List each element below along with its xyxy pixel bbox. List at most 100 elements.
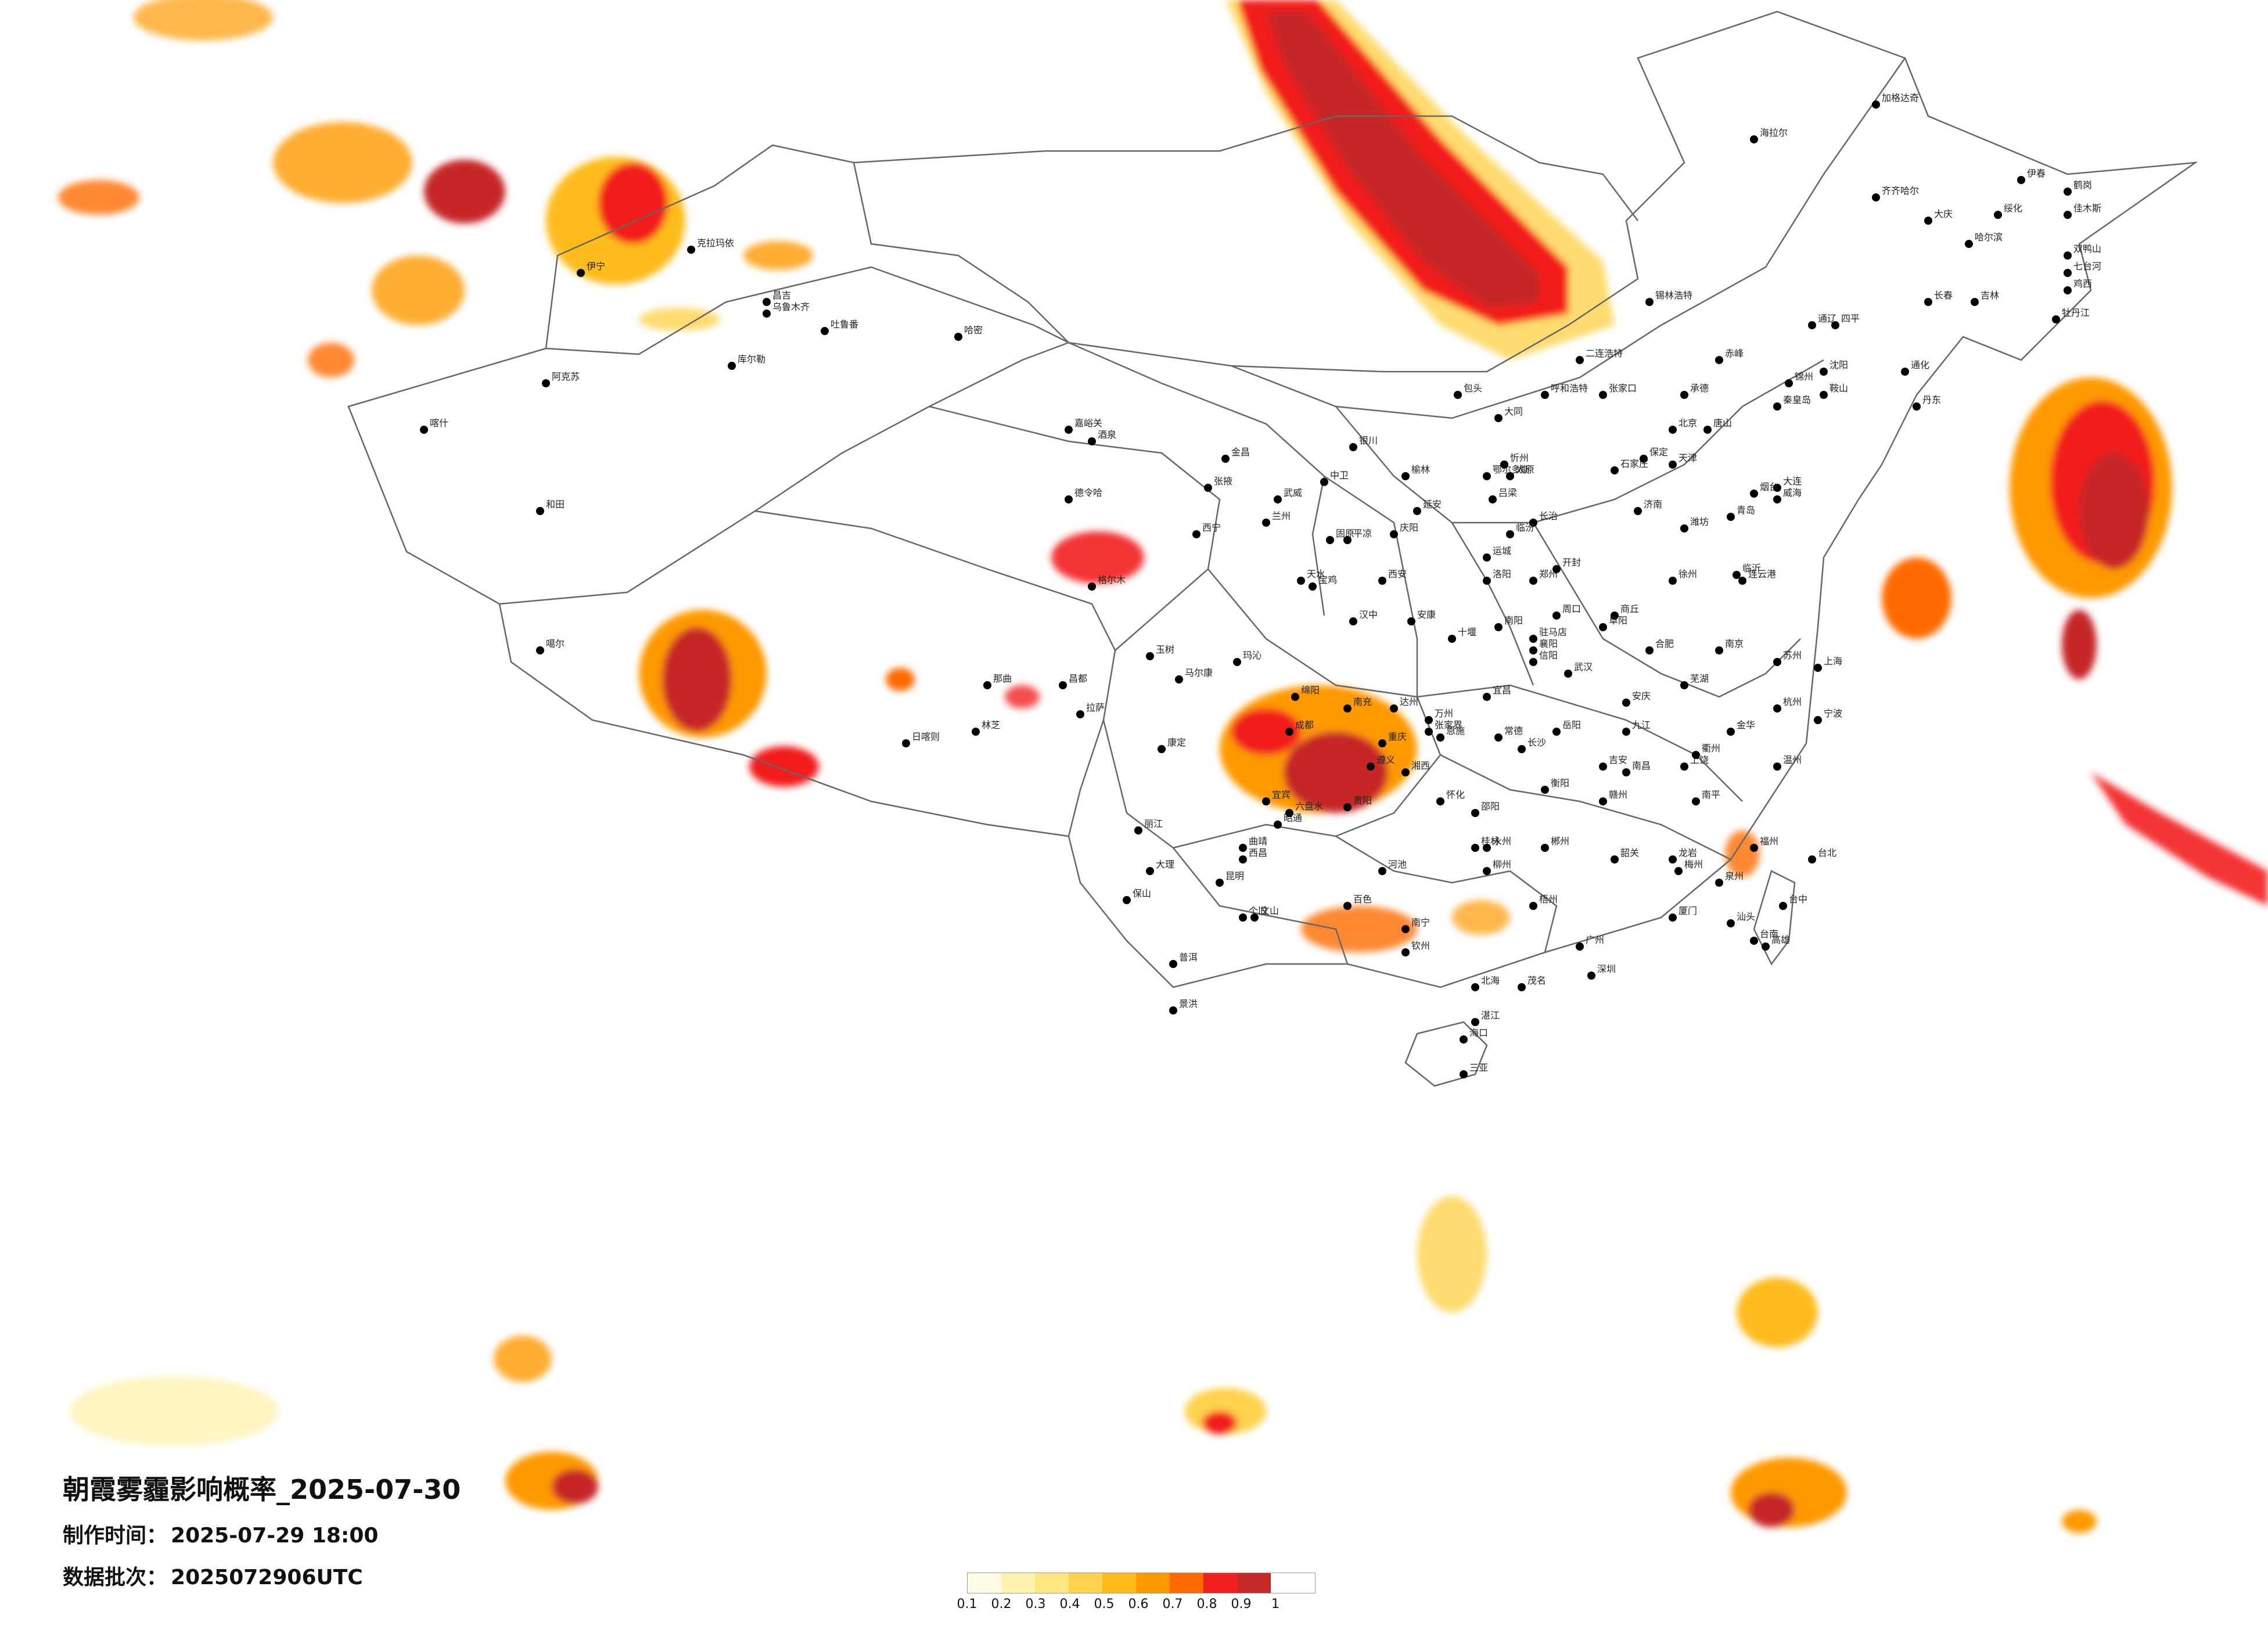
tibet-border (754, 510, 1116, 837)
city-dot (1494, 733, 1503, 742)
legend-tick: 0.7 (1162, 1597, 1183, 1611)
city-dot (728, 362, 736, 370)
prob-kaz-1 (273, 122, 412, 203)
city-label: 三亚 (1469, 1062, 1488, 1073)
city-marker: 鞍山 (1820, 383, 1848, 399)
prob-xj-3 (308, 343, 354, 377)
city-marker: 台南 (1750, 929, 1778, 945)
city-label: 郑州 (1539, 569, 1558, 580)
city-label: 张家界 (1435, 720, 1462, 731)
city-marker: 酒泉 (1088, 429, 1116, 445)
city-marker: 库尔勒 (728, 354, 765, 370)
city-marker: 大理 (1146, 859, 1174, 875)
city-label: 郴州 (1551, 836, 1569, 847)
city-label: 台北 (1818, 847, 1836, 858)
city-dot (1924, 298, 1932, 306)
city-label: 深圳 (1597, 963, 1616, 974)
city-label: 长沙 (1527, 737, 1546, 748)
city-marker: 万州 (1425, 708, 1453, 724)
city-marker: 宜昌 (1483, 685, 1511, 701)
city-label: 保山 (1133, 888, 1151, 899)
city-marker: 阿克苏 (542, 371, 580, 387)
city-marker: 伊春 (2017, 168, 2046, 184)
city-label: 阜阳 (1609, 615, 1627, 626)
city-label: 普洱 (1179, 952, 1198, 963)
city-label: 大理 (1156, 859, 1174, 870)
city-dot (420, 426, 428, 434)
city-marker: 齐齐哈尔 (1872, 185, 1919, 202)
city-label: 固原 (1336, 528, 1354, 539)
legend: 0.1 0.2 0.3 0.4 0.5 0.6 0.7 0.8 0.9 1 (957, 1573, 1315, 1614)
city-marker: 威海 (1773, 487, 1802, 503)
city-label: 日喀则 (912, 731, 940, 742)
city-dot (1715, 646, 1723, 654)
city-label: 长春 (1934, 290, 1953, 301)
city-label: 马尔康 (1185, 667, 1213, 678)
city-dot (1076, 710, 1084, 718)
city-marker: 邵阳 (1471, 801, 1500, 817)
city-label: 高雄 (1771, 934, 1790, 945)
city-marker: 昆明 (1216, 870, 1244, 887)
city-label: 嘉峪关 (1074, 418, 1102, 429)
city-label: 和田 (546, 499, 565, 510)
city-marker: 贵阳 (1343, 795, 1372, 811)
prob-tibet-4 (886, 668, 915, 691)
city-dot (1088, 582, 1096, 591)
sichuan-border (1102, 569, 1442, 849)
city-dot (1529, 635, 1537, 643)
city-dot (1221, 455, 1230, 463)
city-marker: 张掖 (1204, 476, 1232, 492)
city-marker: 厦门 (1669, 905, 1697, 922)
city-marker: 忻州 (1500, 452, 1529, 469)
city-marker: 苏州 (1773, 650, 1802, 666)
prob-ss-4 (1202, 1411, 1237, 1434)
city-dot (1390, 530, 1398, 538)
city-marker: 十堰 (1448, 627, 1476, 643)
city-label: 百色 (1353, 894, 1372, 905)
city-marker: 安庆 (1622, 690, 1651, 707)
city-dot (1065, 426, 1073, 434)
legend-tick: 0.9 (1231, 1597, 1252, 1611)
city-label: 赣州 (1609, 789, 1627, 800)
city-label: 武威 (1284, 487, 1302, 498)
city-marker: 大连 (1773, 476, 1802, 492)
city-dot (763, 298, 771, 306)
city-marker: 那曲 (983, 673, 1012, 689)
legend-ticks: 0.1 0.2 0.3 0.4 0.5 0.6 0.7 0.8 0.9 1 (957, 1593, 1315, 1614)
city-marker: 延安 (1413, 499, 1442, 515)
city-dot (1483, 553, 1491, 562)
city-label: 台南 (1760, 929, 1778, 940)
city-dot (1146, 652, 1154, 660)
city-dot (1483, 867, 1491, 875)
city-label: 宁波 (1824, 708, 1842, 719)
city-dot (1483, 577, 1491, 585)
city-label: 十堰 (1458, 627, 1476, 638)
city-dot (1611, 466, 1619, 474)
city-label: 威海 (1783, 487, 1802, 498)
city-marker: 个旧 (1239, 905, 1267, 922)
city-dot (1814, 716, 1822, 724)
city-label: 曲靖 (1249, 836, 1267, 847)
title-block: 朝霞雾霾影响概率_2025-07-30 制作时间： 2025-07-29 18:0… (63, 1472, 461, 1591)
city-dot (1436, 733, 1444, 742)
city-marker: 玛沁 (1233, 650, 1261, 666)
city-label: 安康 (1417, 609, 1436, 620)
city-marker: 青岛 (1727, 505, 1755, 521)
city-label: 梧州 (1539, 894, 1558, 905)
city-marker: 韶关 (1611, 847, 1639, 864)
city-label: 襄阳 (1539, 638, 1558, 649)
city-label: 合肥 (1655, 638, 1674, 649)
city-dot (1123, 896, 1131, 904)
city-label: 大同 (1504, 406, 1523, 417)
city-dot (1169, 960, 1177, 968)
city-dot (1576, 942, 1584, 951)
probability-layer (58, 0, 2268, 1533)
city-dot (1715, 879, 1723, 887)
legend-tick: 0.3 (1025, 1597, 1046, 1611)
city-marker: 洛阳 (1483, 569, 1511, 585)
city-label: 宜昌 (1493, 685, 1511, 696)
city-marker: 梧州 (1529, 894, 1558, 910)
legend-tick: 0.8 (1196, 1597, 1217, 1611)
city-marker: 芜湖 (1680, 673, 1709, 689)
city-label: 金华 (1737, 720, 1755, 731)
